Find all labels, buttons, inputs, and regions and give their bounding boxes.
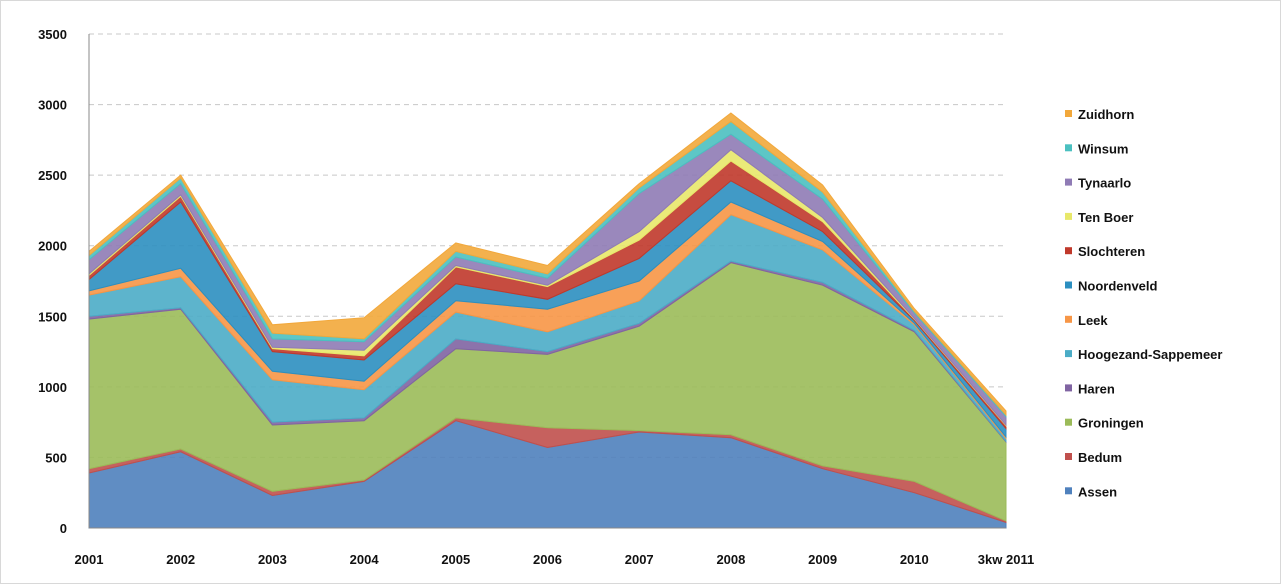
legend-swatch-tynaarlo — [1065, 178, 1072, 186]
legend-label-winsum: Winsum — [1078, 141, 1128, 156]
y-tick-label: 0 — [60, 521, 67, 536]
legend-swatch-noordenveld — [1065, 281, 1072, 289]
x-tick-label: 2002 — [166, 552, 195, 567]
legend-swatch-slochteren — [1065, 247, 1072, 255]
legend-label-haren: Haren — [1078, 381, 1115, 396]
x-tick-label: 2003 — [258, 552, 287, 567]
area-series-zuidhorn — [88, 112, 1007, 417]
area-series — [88, 112, 1007, 529]
legend: Zuidhorn Winsum Tynaarlo Ten Boer Slochteren… — [1065, 107, 1222, 499]
legend-swatch-groningen — [1065, 418, 1072, 426]
legend-swatch-hoogezand-sappemeer — [1065, 350, 1072, 358]
y-tick-label: 3000 — [38, 98, 67, 113]
x-tick-label: 2001 — [75, 552, 104, 567]
y-tick-label: 3500 — [38, 27, 67, 42]
legend-label-groningen: Groningen — [1078, 416, 1144, 431]
x-tick-label: 2006 — [533, 552, 562, 567]
legend-label-bedum: Bedum — [1078, 450, 1122, 465]
x-tick-label: 2004 — [350, 552, 380, 567]
y-tick-label: 1500 — [38, 309, 67, 324]
x-tick-label: 2005 — [441, 552, 470, 567]
legend-swatch-winsum — [1065, 144, 1072, 152]
legend-label-leek: Leek — [1078, 313, 1108, 328]
legend-swatch-zuidhorn — [1065, 110, 1072, 117]
legend-swatch-haren — [1065, 384, 1072, 392]
legend-label-zuidhorn: Zuidhorn — [1078, 107, 1134, 122]
y-tick-label: 500 — [45, 450, 67, 465]
x-tick-label: 3kw 2011 — [978, 552, 1034, 567]
x-tick-label: 2008 — [716, 552, 745, 567]
legend-label-noordenveld: Noordenveld — [1078, 279, 1158, 294]
x-tick-label: 2007 — [625, 552, 654, 567]
y-tick-label: 2500 — [38, 168, 67, 183]
legend-swatch-bedum — [1065, 453, 1072, 460]
legend-label-tynaarlo: Tynaarlo — [1078, 176, 1131, 191]
x-tick-label: 2010 — [900, 552, 929, 567]
axes: 0 500 1000 1500 2000 2500 3000 3500 2001 2002 2003… — [38, 27, 1034, 567]
legend-swatch-ten-boer — [1065, 212, 1072, 220]
y-tick-label: 2000 — [38, 239, 67, 254]
x-tick-label: 2009 — [808, 552, 837, 567]
legend-label-assen: Assen — [1078, 484, 1117, 499]
legend-label-slochteren: Slochteren — [1078, 244, 1145, 259]
legend-label-hoogezand-sappemeer: Hoogezand-Sappemeer — [1078, 347, 1222, 362]
legend-swatch-leek — [1065, 315, 1072, 323]
legend-swatch-assen — [1065, 487, 1072, 495]
y-tick-label: 1000 — [38, 380, 67, 395]
legend-label-ten-boer: Ten Boer — [1078, 210, 1133, 225]
